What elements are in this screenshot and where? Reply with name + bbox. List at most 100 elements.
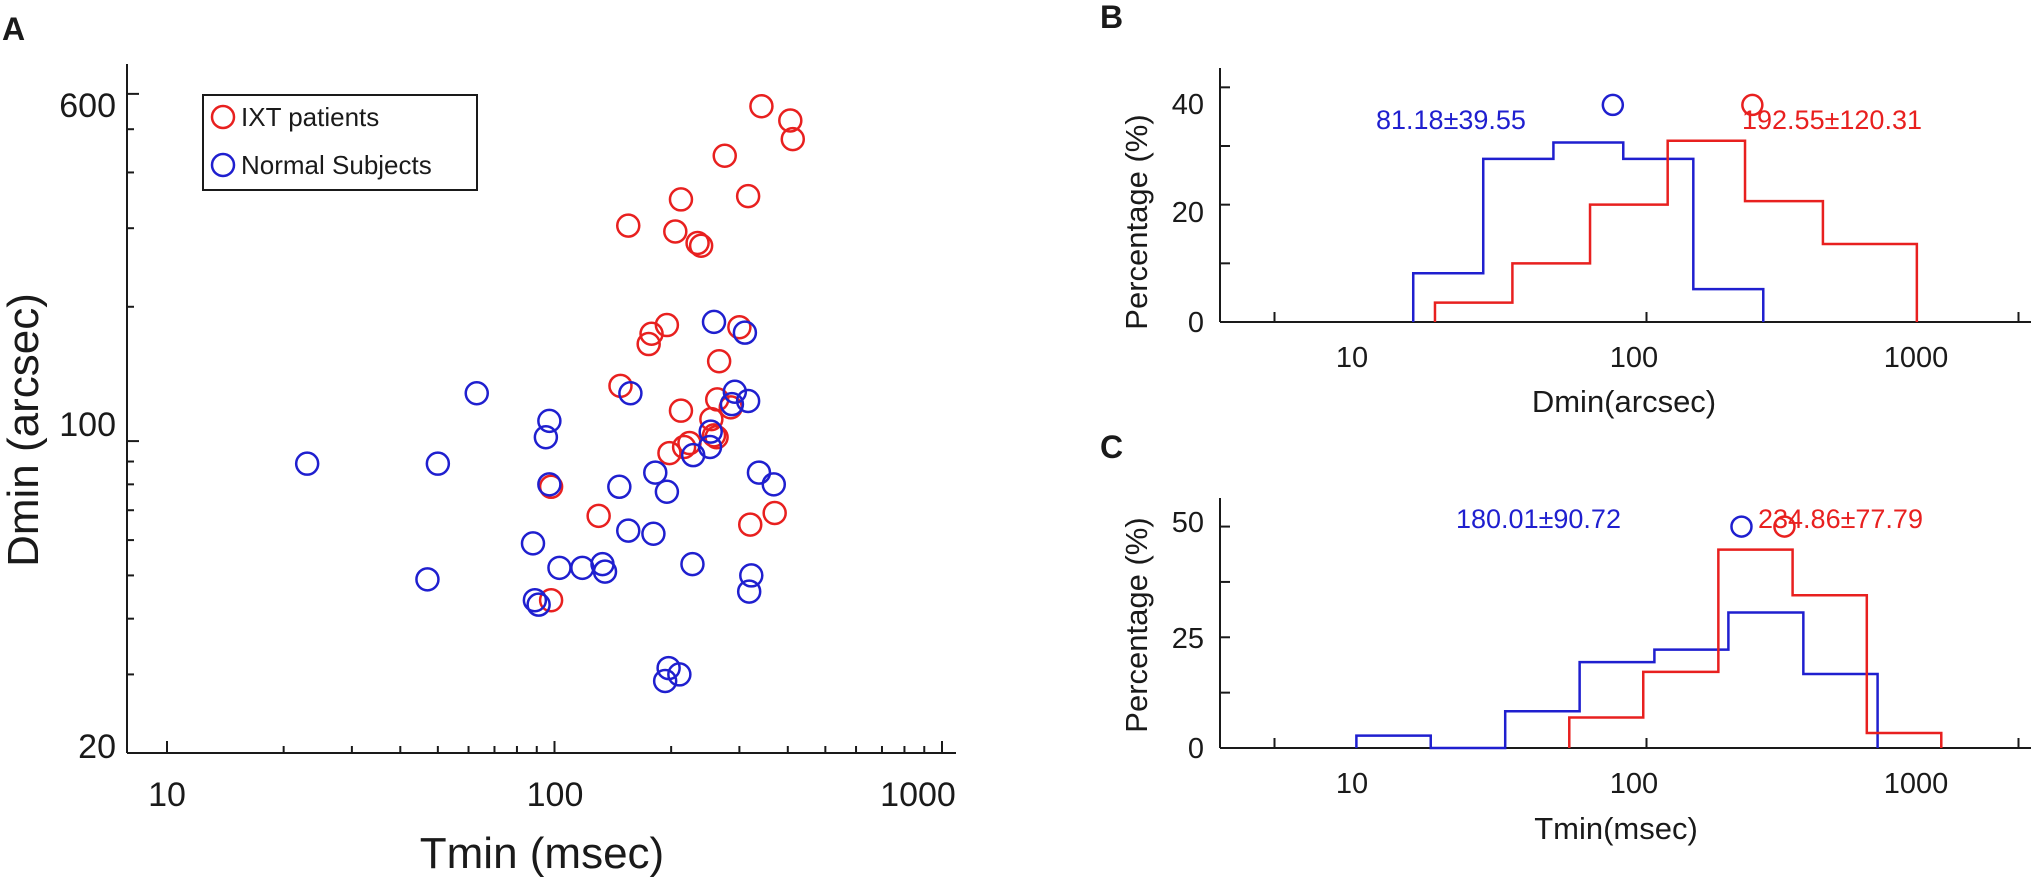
panel-a-ytick-label: 20 — [78, 728, 116, 766]
panel-a-x-label: Tmin (msec) — [420, 829, 664, 878]
normal-subject-point — [616, 518, 641, 543]
panel-b-ticks — [1220, 86, 2020, 323]
legend-box — [202, 94, 478, 191]
patient-point — [737, 512, 763, 537]
panel-c-ytick-label: 0 — [1188, 733, 1204, 765]
panel-c: C 0 25 50 10 100 1000 Tmin(msec) Percent… — [1100, 429, 2031, 846]
panel-b-annotation-normals: 81.18±39.55 — [1376, 105, 1526, 135]
panel-c-mean-marker-patients — [1773, 515, 1796, 538]
panel-c-x-label: Tmin(msec) — [1534, 811, 1698, 846]
panel-a-letter: A — [2, 11, 25, 47]
patient-point — [538, 587, 564, 613]
panel-b-xtick-label: 10 — [1336, 342, 1368, 374]
normal-subject-point — [537, 408, 562, 434]
panel-b-mean-marker-patients — [1741, 93, 1764, 117]
panel-a-xtick-label: 100 — [527, 776, 584, 814]
panel-c-annotation-patients: 234.86±77.79 — [1758, 504, 1923, 534]
normal-subject-point — [618, 381, 643, 406]
normal-subject-point — [415, 567, 440, 592]
normal-subject-point — [526, 592, 551, 617]
panel-b-ytick-label: 40 — [1172, 89, 1204, 121]
panel-a-scatter-points — [294, 93, 806, 694]
normal-subject-point — [537, 472, 562, 497]
patient-point — [701, 423, 727, 448]
normal-subject-point — [643, 460, 668, 485]
patient-point — [685, 230, 710, 256]
normal-subject-point — [735, 388, 761, 414]
patient-point — [671, 434, 697, 460]
panel-b-histogram-patients — [1433, 139, 1919, 322]
patient-point — [636, 331, 661, 357]
normal-subject-point — [722, 379, 748, 405]
patient-point — [749, 93, 774, 119]
panel-b-xtick-label: 100 — [1610, 342, 1658, 374]
panel-a-y-label: Dmin (arcsec) — [0, 293, 48, 567]
panel-c-histogram-normals — [1355, 611, 1879, 750]
normal-subject-point — [719, 391, 745, 417]
normal-subject-point — [732, 320, 758, 345]
normal-subject-point — [547, 555, 572, 581]
legend-label-patients: IXT patients — [241, 102, 379, 132]
normal-subject-point — [761, 472, 787, 497]
panel-c-mean-marker-normals — [1730, 515, 1753, 538]
normal-subject-point — [736, 579, 762, 604]
patient-point — [699, 406, 724, 432]
patient-point — [727, 314, 752, 340]
panel-c-xtick-label: 10 — [1336, 768, 1368, 800]
normal-subject-point — [739, 563, 764, 588]
patient-point — [780, 126, 806, 152]
normal-subject-point — [641, 521, 666, 546]
patient-point — [778, 108, 803, 133]
legend-label-normals: Normal Subjects — [241, 150, 432, 180]
patient-point — [735, 183, 761, 209]
normal-subject-point — [294, 451, 320, 476]
normal-subject-point — [746, 460, 772, 485]
patient-point — [762, 500, 787, 526]
normal-subject-point — [698, 419, 723, 444]
patient-point — [668, 187, 694, 212]
panel-b-histogram-normals — [1411, 141, 1765, 322]
normal-subject-point — [652, 668, 678, 694]
normal-subject-point — [570, 555, 595, 581]
normal-subject-point — [680, 442, 706, 468]
panel-c-xtick-label: 100 — [1610, 768, 1658, 800]
panel-b-x-label: Dmin(arcsec) — [1532, 384, 1716, 419]
panel-b-mean-marker-normals — [1601, 93, 1625, 117]
normal-subject-point — [464, 381, 489, 406]
panel-b-xtick-label: 1000 — [1884, 342, 1949, 374]
patient-point — [668, 398, 694, 423]
normal-subject-point — [680, 551, 705, 577]
panel-b-ytick-label: 20 — [1172, 197, 1204, 229]
panel-c-histogram-patients — [1568, 548, 1943, 748]
panel-a: A 10 100 1000 20 100 600 Tmin (msec) Dmi… — [0, 11, 956, 878]
normal-subject-point — [520, 531, 546, 556]
panel-a-ytick-label: 600 — [59, 87, 116, 125]
patient-point — [616, 213, 641, 238]
normal-subject-point — [667, 662, 692, 687]
normal-subject-point — [654, 479, 680, 505]
normal-subject-point — [522, 587, 548, 613]
panel-a-xtick-label: 1000 — [880, 776, 956, 814]
panel-b-histograms — [1411, 93, 1919, 322]
panel-c-ticks — [1220, 525, 2020, 749]
patient-point — [654, 312, 680, 338]
patient-point — [538, 474, 564, 500]
patient-point — [639, 321, 664, 347]
panel-c-y-label: Percentage (%) — [1119, 517, 1154, 732]
panel-c-ytick-label: 50 — [1172, 507, 1204, 539]
panel-b-ytick-label: 0 — [1188, 307, 1204, 339]
panel-c-xtick-label: 1000 — [1884, 768, 1949, 800]
panel-a-ytick-label: 100 — [59, 406, 116, 444]
panel-b-letter: B — [1100, 0, 1123, 35]
panel-b-y-label: Percentage (%) — [1119, 114, 1154, 329]
legend-marker-patients — [210, 104, 236, 130]
panel-b: B 0 20 40 10 100 1000 Dmin(arcsec) Perce… — [1100, 0, 2031, 419]
panel-c-ytick-label: 25 — [1172, 623, 1204, 655]
normal-subject-point — [592, 559, 618, 584]
normal-subject-point — [533, 425, 559, 450]
normal-subject-point — [425, 451, 451, 476]
panel-b-annotation-patients: 192.55±120.31 — [1742, 105, 1922, 135]
normal-subject-point — [607, 474, 632, 500]
panel-a-xtick-label: 10 — [148, 776, 186, 814]
